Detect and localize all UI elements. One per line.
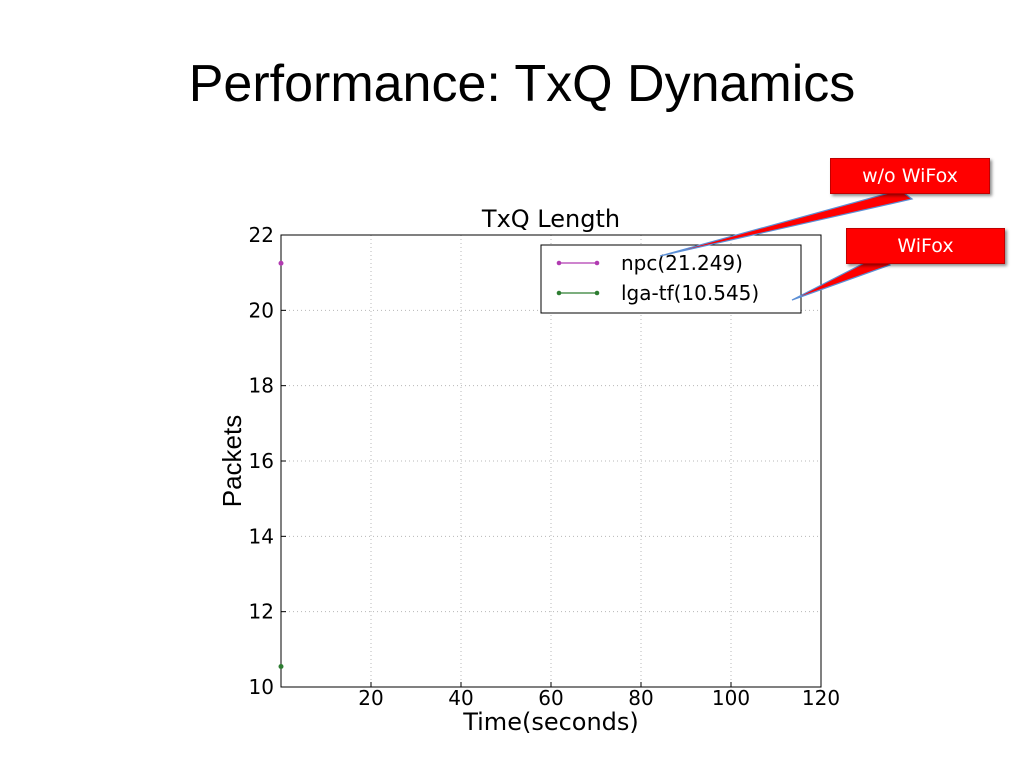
series-point-0 <box>278 260 284 266</box>
legend-marker <box>594 260 600 266</box>
legend-marker <box>556 260 562 266</box>
y-tick-label: 10 <box>249 675 274 699</box>
y-tick-label: 22 <box>249 223 274 247</box>
x-tick-label: 60 <box>538 686 563 710</box>
y-tick-label: 18 <box>249 374 274 398</box>
y-tick-label: 14 <box>249 524 274 548</box>
legend-marker <box>594 290 600 296</box>
callout-wifox: WiFox <box>846 228 1005 264</box>
x-tick-label: 80 <box>628 686 653 710</box>
grid <box>281 235 821 687</box>
series-point-1 <box>278 663 284 669</box>
slide-title: Performance: TxQ Dynamics <box>188 55 856 113</box>
legend: npc(21.249) lga-tf(10.545) <box>540 244 802 314</box>
y-tick-label: 12 <box>249 600 274 624</box>
axis-ticks: 20 40 60 80 100 120 10 12 14 16 18 20 22 <box>249 223 841 710</box>
callout-arrow-wo-wifox <box>659 189 914 257</box>
x-tick-label: 100 <box>712 686 750 710</box>
legend-marker <box>556 290 562 296</box>
y-tick-label: 20 <box>249 298 274 322</box>
callout-without-wifox: w/o WiFox <box>830 158 990 194</box>
y-axis-label: Packets <box>217 415 247 508</box>
legend-box <box>540 244 802 314</box>
chart-title: TxQ Length <box>481 205 620 233</box>
legend-label: npc(21.249) <box>621 251 743 275</box>
x-tick-label: 120 <box>802 686 840 710</box>
x-axis-label: Time(seconds) <box>462 708 639 736</box>
legend-label: lga-tf(10.545) <box>621 281 759 305</box>
y-tick-label: 16 <box>249 449 274 473</box>
x-tick-label: 40 <box>448 686 473 710</box>
x-tick-label: 20 <box>358 686 383 710</box>
series <box>278 260 284 669</box>
